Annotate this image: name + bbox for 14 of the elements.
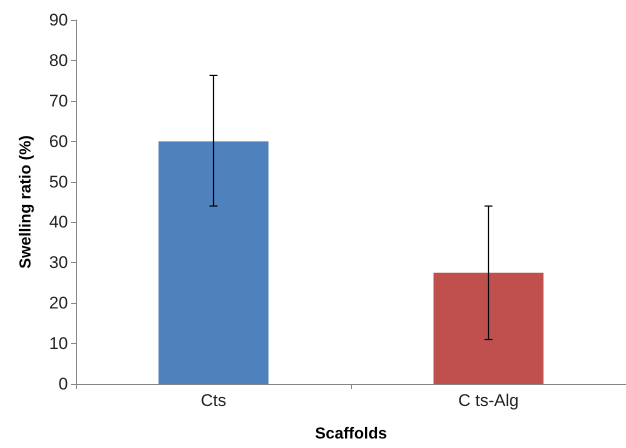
y-tick-label: 70 <box>49 91 68 110</box>
y-tick-label: 30 <box>49 253 68 272</box>
y-tick-label: 50 <box>49 172 68 192</box>
x-tick-label: Cts <box>200 391 226 410</box>
y-tick-label: 80 <box>49 50 68 70</box>
y-tick-label: 40 <box>49 212 68 232</box>
y-axis-title: Swelling ratio (%) <box>18 135 34 269</box>
y-tick-label: 60 <box>49 132 68 151</box>
y-tick-label: 20 <box>49 294 68 313</box>
y-tick-label: 90 <box>49 10 68 30</box>
y-tick-label: 0 <box>58 374 68 394</box>
x-tick-label: C ts-Alg <box>458 391 519 410</box>
y-tick-label: 10 <box>49 334 68 354</box>
x-axis-title: Scaffolds <box>314 426 388 442</box>
